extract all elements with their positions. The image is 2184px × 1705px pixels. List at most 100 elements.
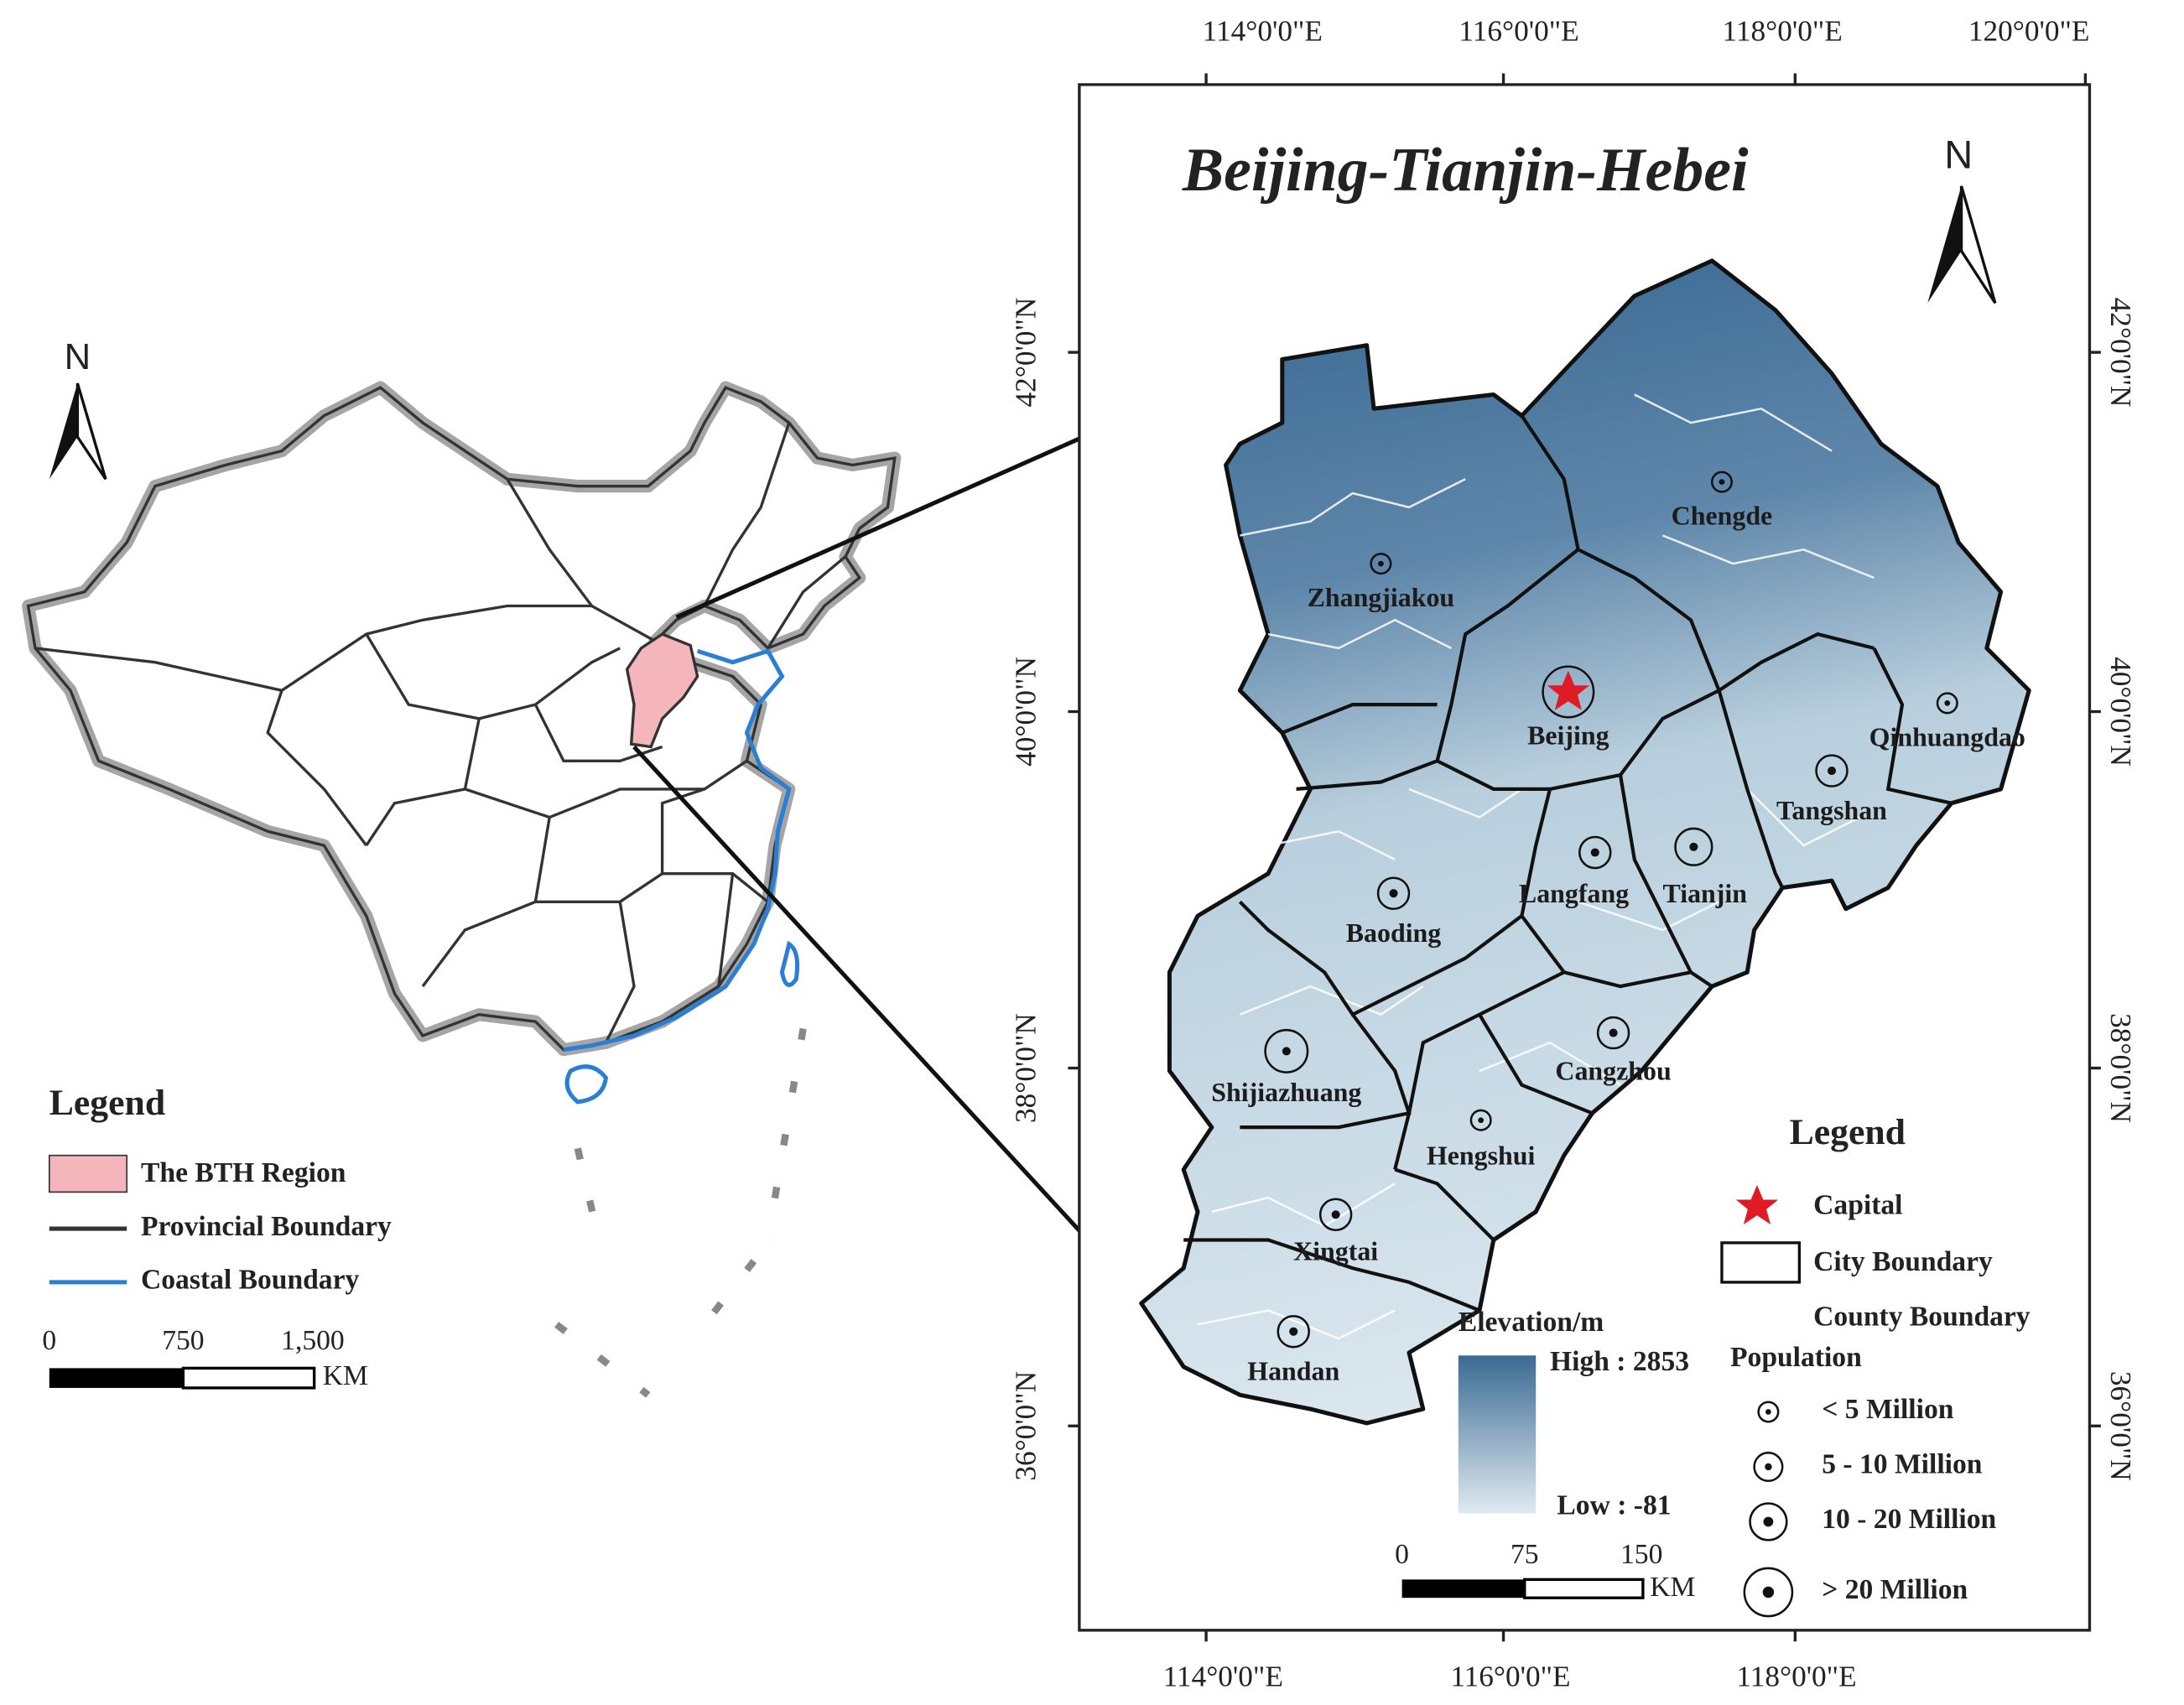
legend-item: City Boundary — [1813, 1246, 1993, 1277]
overview-map: N Legend The BTH Region Provincial Bound… — [22, 336, 902, 1398]
city-dot — [1389, 889, 1398, 898]
scale-bar — [1401, 1579, 1525, 1598]
city-dot — [1282, 1047, 1291, 1056]
city-label: Beijing — [1527, 721, 1609, 751]
city-ring — [1710, 470, 1733, 493]
map-title: Beijing-Tianjin-Hebei — [1182, 135, 1749, 204]
city-label: Xingtai — [1293, 1237, 1378, 1266]
provincial-boundaries — [34, 422, 847, 1044]
city-dot — [1590, 848, 1599, 857]
city-dot — [1689, 842, 1698, 851]
city-ring — [1376, 876, 1411, 910]
lon-label: 118°0'0"E — [1723, 15, 1843, 48]
city-ring — [1542, 665, 1595, 719]
bth-region — [625, 632, 699, 749]
city-label: Langfang — [1519, 879, 1629, 908]
scale-bar — [1523, 1578, 1645, 1599]
north-label: N — [1944, 133, 1973, 177]
scale-bar — [49, 1368, 184, 1388]
city-dot — [1289, 1327, 1298, 1336]
scale-tick: 0 — [1395, 1539, 1409, 1570]
lat-label: 40°0'0"N — [2104, 657, 2137, 767]
legend-item: County Boundary — [1813, 1301, 2031, 1332]
capital-symbol — [1547, 670, 1590, 710]
elevation-high: High : 2853 — [1550, 1346, 1689, 1377]
city-label: Tangshan — [1776, 796, 1887, 825]
city-ring — [1815, 754, 1849, 788]
population-dot — [1762, 1586, 1775, 1598]
legend-item: Provincial Boundary — [141, 1211, 392, 1242]
legend-title: Legend — [1790, 1112, 1906, 1152]
lat-label: 36°0'0"N — [1009, 1371, 1042, 1481]
china-outline-inner — [26, 386, 897, 1052]
city-dot — [1944, 700, 1951, 706]
city-boundaries — [1183, 414, 1953, 1313]
lon-label: 114°0'0"E — [1163, 1661, 1283, 1693]
city-ring — [1674, 827, 1713, 866]
scale-tick: 750 — [162, 1325, 204, 1356]
city-ring — [1370, 553, 1392, 575]
legend-item: The BTH Region — [141, 1157, 346, 1188]
scale-tick: 75 — [1511, 1539, 1539, 1570]
elevation-low: Low : -81 — [1557, 1489, 1671, 1520]
population-title: Population — [1730, 1342, 1862, 1373]
lon-label: 116°0'0"E — [1459, 15, 1578, 48]
city-label: Chengde — [1672, 502, 1773, 531]
lat-label: 42°0'0"N — [2104, 298, 2137, 408]
lat-label: 36°0'0"N — [2104, 1371, 2137, 1481]
city-label: Cangzhou — [1555, 1057, 1671, 1086]
city-ring — [1936, 692, 1958, 715]
population-dot — [1765, 1463, 1772, 1471]
population-class: < 5 Million — [1822, 1394, 1954, 1425]
city-label: Zhangjiakou — [1308, 583, 1455, 612]
north-label: N — [65, 336, 91, 377]
scale-tick: 150 — [1620, 1539, 1662, 1570]
city-dot — [1719, 479, 1725, 486]
city-ring — [1578, 835, 1612, 870]
city-label: Handan — [1247, 1356, 1339, 1385]
scale-tick: 1,500 — [281, 1325, 345, 1356]
lat-label: 42°0'0"N — [1009, 298, 1042, 408]
lon-label: 120°0'0"E — [1968, 15, 2090, 48]
elevation-ramp — [1458, 1355, 1537, 1514]
china-outline — [22, 381, 902, 1057]
city-dot — [1609, 1028, 1618, 1037]
city-ring — [1469, 1109, 1492, 1131]
scale-tick: 0 — [42, 1325, 56, 1356]
city-dot — [1827, 767, 1837, 776]
city-label: Baoding — [1346, 918, 1442, 948]
north-arrow — [1959, 185, 1997, 304]
scale-unit: KM — [323, 1360, 368, 1391]
main-map: Beijing-Tianjin-Hebei N Legend Capital C… — [1009, 15, 2136, 1693]
legend-item: Capital — [1813, 1190, 1902, 1221]
city-ring — [1277, 1314, 1310, 1349]
lat-label: 38°0'0"N — [1009, 1013, 1042, 1123]
city-dot — [1331, 1210, 1340, 1219]
population-class: > 20 Million — [1822, 1574, 1968, 1605]
city-dot — [1478, 1117, 1485, 1124]
legend-title: Legend — [49, 1083, 165, 1123]
county-boundaries — [1197, 393, 1875, 1340]
capital-symbol — [1735, 1184, 1779, 1225]
scale-unit: KM — [1650, 1572, 1695, 1603]
city-ring — [1264, 1028, 1309, 1073]
city-label: Hengshui — [1427, 1141, 1536, 1170]
hainan — [564, 1064, 609, 1105]
taiwan — [779, 940, 800, 987]
north-arrow — [49, 383, 78, 480]
legend-swatch — [1720, 1241, 1802, 1284]
city-ring — [1596, 1016, 1630, 1050]
lat-label: 38°0'0"N — [2104, 1013, 2137, 1123]
coastal-boundary — [563, 648, 792, 1053]
elevation-title: Elevation/m — [1459, 1307, 1604, 1338]
north-arrow — [75, 382, 107, 481]
city-label: Qinhuangdao — [1869, 722, 2025, 751]
city-ring — [1318, 1198, 1353, 1231]
south-sea-dashes — [554, 1027, 807, 1398]
lon-label: 116°0'0"E — [1450, 1661, 1570, 1693]
city-label: Shijiazhuang — [1211, 1078, 1361, 1107]
city-label: Tianjin — [1663, 879, 1748, 908]
population-class: 5 - 10 Million — [1822, 1449, 1983, 1480]
population-dot — [1763, 1516, 1774, 1527]
